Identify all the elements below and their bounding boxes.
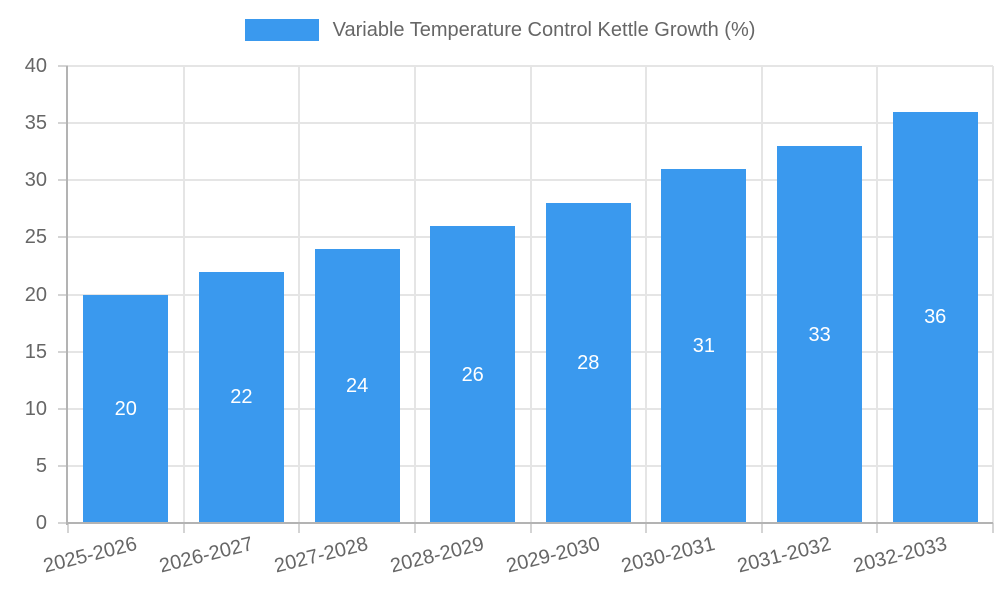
x-gridline [413,66,416,523]
x-gridline [760,66,763,523]
x-gridline [182,66,185,523]
y-tick [58,179,68,182]
x-gridline [645,66,648,523]
bar[interactable] [314,248,400,523]
y-tick-label: 5 [35,454,47,477]
y-axis-line [66,66,68,525]
y-tick [58,522,68,524]
x-gridline [529,66,532,523]
y-tick [58,407,68,410]
y-gridline [68,122,993,125]
legend-label: Variable Temperature Control Kettle Grow… [332,19,756,41]
bar[interactable] [661,168,747,523]
x-tick-label: 2025-2026 [41,532,140,578]
x-tick [67,523,69,533]
bar[interactable] [892,111,978,523]
bar[interactable] [545,203,631,523]
y-tick-label: 25 [24,226,47,249]
x-tick [182,523,185,533]
x-gridline [876,66,879,523]
x-gridline [992,66,994,523]
legend-swatch [244,19,319,41]
y-tick-label: 10 [24,397,47,420]
bar[interactable] [777,146,863,523]
bar-value-label: 24 [345,374,369,397]
bar-value-label: 22 [230,386,253,409]
y-tick-label: 20 [24,283,47,306]
bar[interactable] [83,294,169,523]
y-tick [58,350,68,353]
y-tick-label: 0 [35,512,47,534]
bar-value-label: 26 [461,363,484,386]
x-tick-label: 2028-2029 [388,532,487,578]
y-tick-label: 40 [24,55,47,77]
bar-value-label: 33 [808,323,831,346]
y-tick [58,464,68,467]
x-tick-label: 2030-2031 [619,532,718,578]
y-tick [58,293,68,296]
y-tick [58,65,68,67]
x-tick [298,523,301,533]
x-tick [529,523,532,533]
x-gridline [298,66,301,523]
x-tick [992,523,994,533]
x-tick-label: 2032-2033 [850,532,949,578]
y-gridline [68,65,993,67]
x-tick [645,523,648,533]
bar-value-label: 20 [114,397,137,420]
bar-value-label: 31 [692,334,716,357]
x-tick-label: 2031-2032 [735,532,834,578]
y-tick [58,122,68,125]
y-tick-label: 35 [24,112,47,135]
x-tick-label: 2027-2028 [272,532,371,578]
bar[interactable] [198,271,284,523]
x-tick-label: 2029-2030 [503,532,602,578]
y-tick-label: 15 [24,340,47,363]
legend[interactable]: Variable Temperature Control Kettle Grow… [0,16,1000,44]
x-tick-label: 2026-2027 [156,532,255,578]
bar-value-label: 28 [577,352,600,375]
y-tick-label: 30 [24,169,47,192]
bar-value-label: 36 [924,306,947,329]
bar[interactable] [430,225,516,523]
x-tick [413,523,416,533]
y-tick [58,236,68,239]
x-tick [876,523,879,533]
x-tick [760,523,763,533]
